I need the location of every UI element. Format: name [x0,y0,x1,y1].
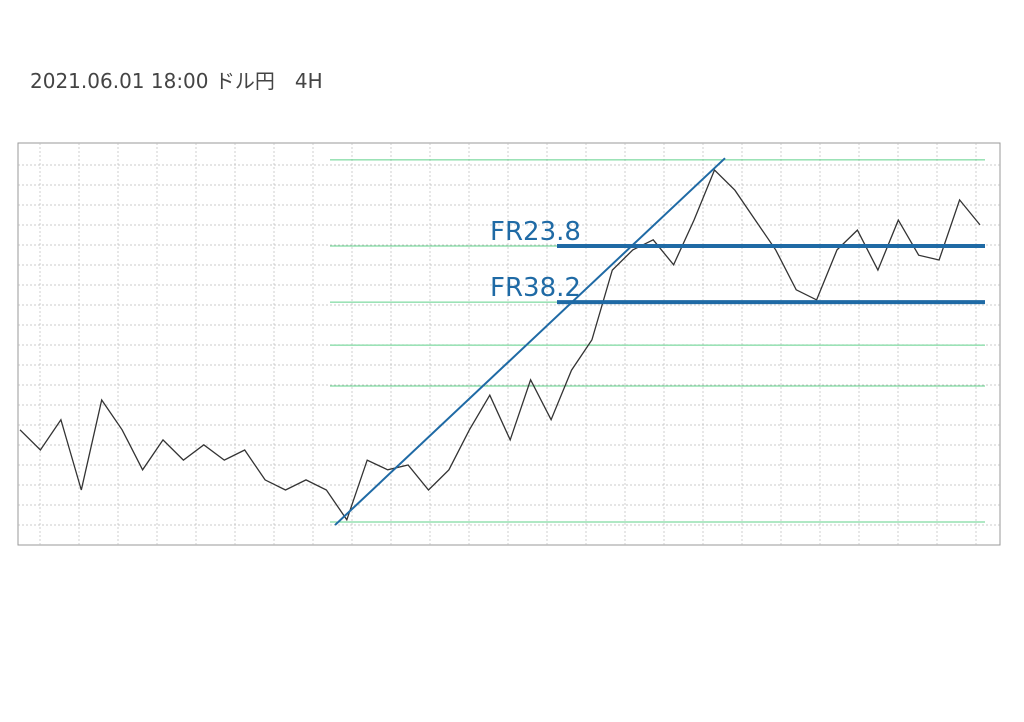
fr-label: FR38.2 [490,273,581,303]
plot [19,157,985,526]
grid [18,143,1000,545]
chart-frame [17,142,1001,546]
trendline [334,157,726,526]
price-line [19,168,981,522]
chart-title: 2021.06.01 18:00 ドル円 4H [30,69,323,93]
fr-label: FR23.8 [490,217,581,247]
